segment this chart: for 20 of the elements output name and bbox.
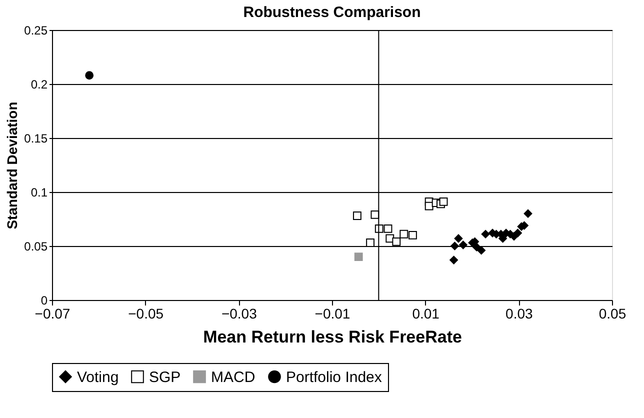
x-tick-label: −0.07 — [34, 306, 70, 322]
x-tick-label: −0.01 — [314, 306, 350, 322]
legend-label: Voting — [77, 368, 119, 386]
y-tick-label: 0.1 — [30, 186, 48, 200]
y-tick-label: 0 — [40, 294, 48, 308]
x-tick-label: 0.03 — [506, 306, 534, 322]
x-axis-title: Mean Return less Risk FreeRate — [203, 328, 462, 346]
x-tick-label: −0.05 — [128, 306, 164, 322]
y-tick-label: 0.05 — [24, 240, 48, 254]
legend-label: Portfolio Index — [286, 368, 382, 386]
x-tick-label: 0.05 — [598, 306, 626, 322]
legend-label: SGP — [149, 368, 181, 386]
x-tick-label: 0.01 — [412, 306, 440, 322]
x-tick-label: −0.03 — [221, 306, 258, 322]
y-tick-label: 0.25 — [24, 24, 48, 38]
y-tick-label: 0.15 — [24, 132, 48, 146]
y-tick-label: 0.2 — [30, 78, 48, 92]
y-axis-title: Standard Deviation — [4, 102, 20, 230]
legend-label: MACD — [211, 368, 256, 386]
chart-title: Robustness Comparison — [243, 4, 421, 21]
